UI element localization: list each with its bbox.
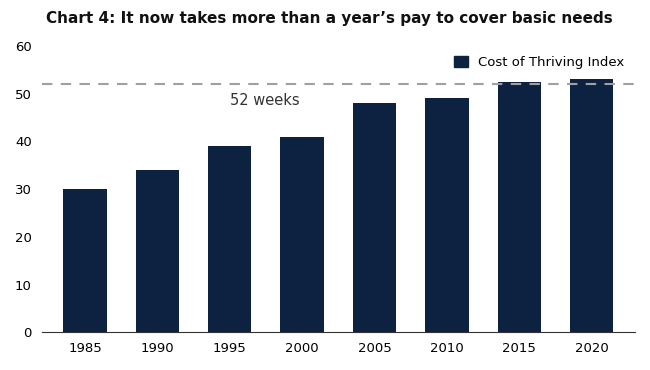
Bar — [570, 79, 614, 332]
Bar — [280, 137, 324, 332]
Bar — [497, 82, 541, 332]
Bar — [425, 98, 469, 332]
Legend: Cost of Thriving Index: Cost of Thriving Index — [450, 53, 629, 73]
Text: Chart 4: It now takes more than a year’s pay to cover basic needs: Chart 4: It now takes more than a year’s… — [46, 11, 612, 26]
Bar — [208, 146, 252, 332]
Text: 52 weeks: 52 weeks — [229, 92, 300, 108]
Bar — [63, 189, 107, 332]
Bar — [353, 103, 396, 332]
Bar — [136, 170, 179, 332]
